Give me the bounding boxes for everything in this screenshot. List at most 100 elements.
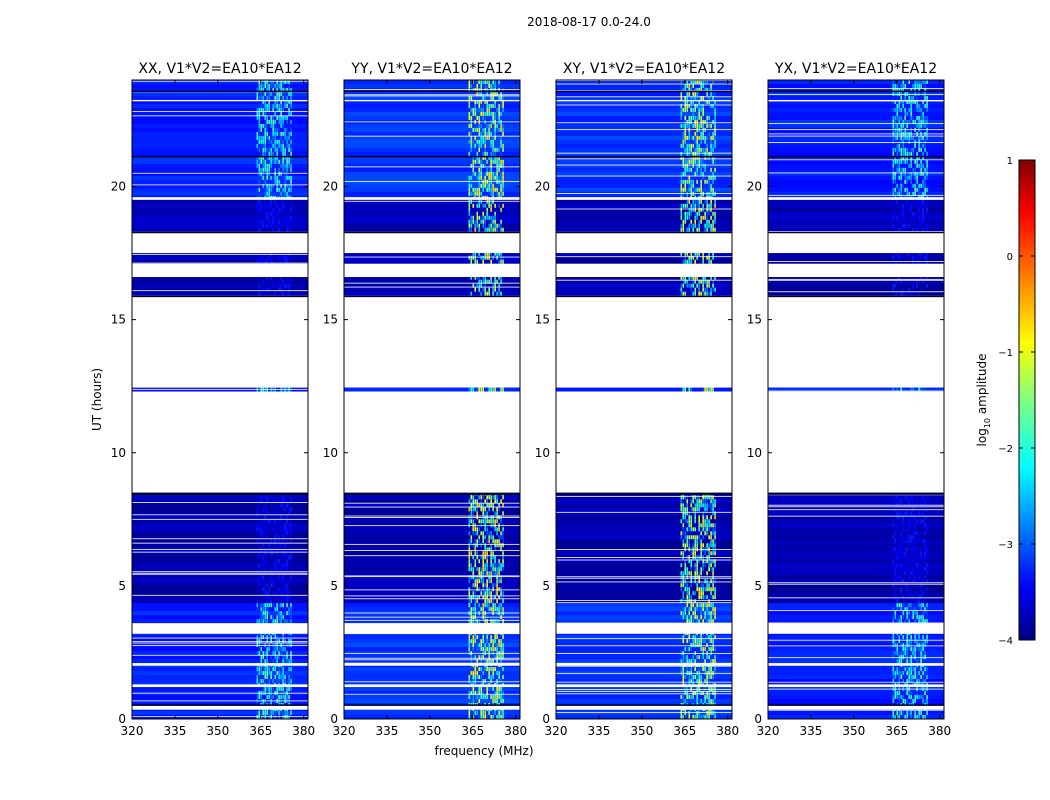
rfi-streak xyxy=(502,711,504,716)
rfi-streak xyxy=(282,495,284,500)
rfi-streak xyxy=(682,191,685,197)
rfi-streak xyxy=(482,139,484,145)
heatmap-row xyxy=(132,287,308,292)
rfi-streak xyxy=(496,171,498,177)
x-tick-label: 320 xyxy=(121,724,144,738)
rfi-streak xyxy=(480,571,483,576)
rfi-streak xyxy=(496,531,498,536)
rfi-streak xyxy=(476,115,479,121)
rfi-streak xyxy=(494,527,496,532)
rfi-streak xyxy=(288,80,290,85)
rfi-streak xyxy=(274,99,276,105)
rfi-streak xyxy=(276,179,278,185)
rfi-streak xyxy=(290,575,292,580)
rfi-streak xyxy=(484,291,486,296)
rfi-streak xyxy=(470,115,473,121)
rfi-streak xyxy=(260,667,263,672)
rfi-streak xyxy=(288,595,290,600)
flag-line xyxy=(132,290,308,292)
rfi-streak xyxy=(280,147,282,153)
rfi-streak xyxy=(290,607,292,612)
rfi-streak xyxy=(500,715,502,720)
rfi-streak xyxy=(266,223,269,229)
rfi-streak xyxy=(268,95,271,101)
rfi-streak xyxy=(480,159,483,165)
rfi-streak xyxy=(482,715,484,720)
rfi-streak xyxy=(284,115,286,121)
rfi-streak xyxy=(290,111,292,117)
rfi-streak xyxy=(474,607,477,612)
rfi-streak xyxy=(258,587,261,592)
rfi-streak xyxy=(488,687,490,692)
rfi-streak xyxy=(500,595,502,600)
rfi-streak xyxy=(282,667,284,672)
flag-line xyxy=(344,693,520,695)
rfi-streak xyxy=(280,163,282,169)
heatmap-row xyxy=(344,643,520,648)
rfi-streak xyxy=(264,675,267,680)
rfi-streak xyxy=(702,151,704,157)
rfi-streak xyxy=(696,251,698,257)
rfi-streak xyxy=(270,251,272,257)
rfi-streak xyxy=(286,559,288,564)
rfi-streak xyxy=(690,275,693,280)
rfi-streak xyxy=(472,155,475,161)
rfi-streak xyxy=(706,91,708,97)
rfi-streak xyxy=(502,619,504,624)
rfi-streak xyxy=(684,291,687,296)
rfi-streak xyxy=(472,643,475,648)
rfi-streak xyxy=(468,123,471,129)
rfi-streak xyxy=(500,607,502,612)
rfi-streak xyxy=(276,143,278,149)
rfi-streak xyxy=(260,595,263,600)
rfi-streak xyxy=(286,687,288,692)
rfi-streak xyxy=(262,655,265,660)
rfi-streak xyxy=(260,283,263,288)
rfi-streak xyxy=(492,695,494,700)
flag-line xyxy=(344,89,520,90)
rfi-streak xyxy=(498,111,500,117)
rfi-streak xyxy=(260,143,263,149)
rfi-streak xyxy=(268,695,271,700)
rfi-streak xyxy=(286,255,288,261)
rfi-streak xyxy=(696,119,698,125)
rfi-streak xyxy=(498,695,500,700)
heatmap-row xyxy=(344,647,520,652)
flag-line xyxy=(344,575,520,577)
rfi-streak xyxy=(680,80,683,85)
rfi-streak xyxy=(276,655,278,660)
rfi-streak xyxy=(258,223,261,229)
rfi-streak xyxy=(468,543,471,548)
rfi-streak xyxy=(468,679,471,684)
rfi-streak xyxy=(696,187,698,193)
rfi-streak xyxy=(500,255,502,261)
rfi-streak xyxy=(480,655,483,660)
heatmap-row xyxy=(132,95,308,101)
rfi-streak xyxy=(490,107,492,113)
rfi-streak xyxy=(270,539,272,544)
rfi-streak xyxy=(714,227,716,233)
rfi-streak xyxy=(484,151,486,157)
heatmap-row xyxy=(132,519,308,524)
rfi-streak xyxy=(494,127,496,133)
rfi-streak xyxy=(702,275,704,280)
rfi-streak xyxy=(288,219,290,225)
rfi-streak xyxy=(500,547,502,552)
rfi-streak xyxy=(480,387,483,392)
rfi-streak xyxy=(278,647,280,652)
rfi-streak xyxy=(476,127,479,133)
rfi-streak xyxy=(680,107,683,113)
heatmap-row xyxy=(132,555,308,560)
rfi-streak xyxy=(474,259,477,265)
rfi-streak xyxy=(690,119,693,125)
rfi-streak xyxy=(286,551,288,556)
rfi-streak xyxy=(474,87,477,93)
rfi-streak xyxy=(280,207,282,213)
rfi-streak xyxy=(288,523,290,528)
rfi-streak xyxy=(266,259,269,265)
rfi-streak xyxy=(472,163,475,169)
panel-title: XX, V1*V2=EA10*EA12 xyxy=(138,61,301,77)
rfi-streak xyxy=(272,527,274,532)
rfi-streak xyxy=(692,275,695,280)
flag-line xyxy=(132,477,308,479)
